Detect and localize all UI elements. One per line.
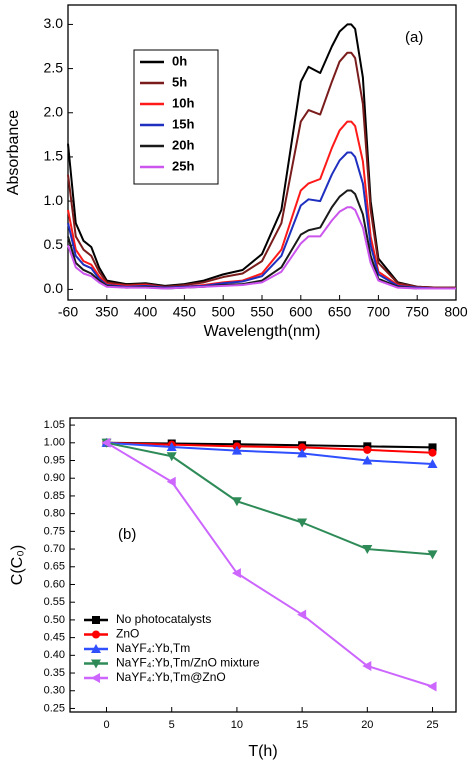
- y-tick-label: 0.55: [44, 596, 65, 608]
- marker: [362, 660, 372, 671]
- x-tick-label: 350: [95, 304, 119, 320]
- legend-label: 25h: [172, 158, 194, 173]
- series-line: [67, 206, 456, 290]
- legend-label: 20h: [172, 137, 194, 152]
- marker: [101, 437, 111, 448]
- plot-frame: [69, 417, 457, 713]
- series-line: [105, 441, 433, 688]
- marker: [297, 609, 307, 620]
- series-line: [67, 120, 456, 290]
- y-tick-label: 0.95: [44, 454, 65, 466]
- x-tick-label: 25: [426, 719, 438, 731]
- marker: [166, 452, 177, 462]
- series-line: [106, 441, 433, 466]
- x-tick-label: 500: [212, 304, 236, 320]
- y-tick-label: 0.35: [44, 667, 65, 679]
- legend-label: NaYF₄:Yb,Tm/ZnO mixture: [116, 656, 260, 670]
- y-tick-label: 0.60: [44, 578, 65, 590]
- marker: [362, 455, 373, 465]
- series-line: [106, 441, 433, 556]
- y-tick-label: 0.70: [44, 543, 65, 555]
- y-tick-label: 0.30: [44, 685, 65, 697]
- x-tick-label: 700: [367, 304, 391, 320]
- marker: [231, 497, 242, 507]
- marker: [427, 459, 438, 469]
- x-tick-label: 800: [444, 304, 468, 320]
- x-tick-label: 0: [103, 719, 109, 731]
- y-tick-label: 2.0: [44, 103, 64, 119]
- y-tick-label: 2.5: [44, 59, 64, 75]
- marker: [91, 673, 100, 683]
- y-axis-label: C(C₀): [9, 545, 26, 585]
- x-tick-label: -60: [58, 304, 78, 320]
- marker: [166, 442, 177, 452]
- marker: [91, 644, 101, 653]
- marker: [231, 568, 241, 579]
- y-tick-label: 0.85: [44, 490, 65, 502]
- plot-frame: [67, 4, 457, 301]
- y-tick-label: 0.50: [44, 614, 65, 626]
- y-tick-label: 0.45: [44, 632, 65, 644]
- annotation: (a): [405, 29, 423, 46]
- x-axis-label: Wavelength(nm): [204, 323, 321, 340]
- marker: [231, 445, 242, 455]
- series-line: [67, 23, 456, 289]
- marker: [427, 681, 437, 692]
- legend-label: 15h: [172, 116, 194, 131]
- y-tick-label: 0.65: [44, 561, 65, 573]
- y-tick-label: 0.40: [44, 649, 65, 661]
- marker: [298, 443, 307, 452]
- subplot: 0 5 10 15 20 25 0.25 0.30 0.35 0.40 0.45 0.50 0.55 0.…: [9, 417, 457, 760]
- x-axis-label: T(h): [248, 743, 277, 760]
- marker: [297, 448, 308, 458]
- x-tick-label: 750: [406, 304, 430, 320]
- marker: [297, 518, 308, 528]
- x-tick-label: 650: [328, 304, 352, 320]
- marker: [92, 616, 100, 624]
- series-line: [67, 151, 456, 290]
- marker: [427, 550, 438, 560]
- annotation: (b): [118, 526, 136, 543]
- series-line: [106, 441, 433, 454]
- y-tick-label: 0.25: [44, 702, 65, 714]
- x-tick-label: 20: [361, 719, 373, 731]
- y-tick-label: 0.80: [44, 508, 65, 520]
- y-tick-label: 1.5: [44, 148, 64, 164]
- y-tick-label: 1.00: [44, 437, 65, 449]
- legend-label: NaYF₄:Yb,Tm@ZnO: [116, 670, 226, 684]
- x-tick-label: 450: [173, 304, 197, 320]
- marker: [166, 476, 176, 487]
- legend-label: 0h: [172, 53, 187, 68]
- legend-box: [133, 49, 219, 185]
- subplot: -60 350 400 450 500 550 600 650 700 750 800 0.0 0.5 1…: [5, 4, 468, 340]
- y-tick-label: 0.0: [44, 280, 64, 296]
- y-tick-label: 1.0: [44, 192, 64, 208]
- y-tick-label: 0.75: [44, 525, 65, 537]
- marker: [91, 659, 101, 669]
- legend-label: 5h: [172, 74, 187, 89]
- marker: [428, 443, 437, 452]
- legend-label: 10h: [172, 95, 194, 110]
- x-tick-label: 10: [231, 719, 243, 731]
- marker: [362, 545, 373, 555]
- y-axis-label: Absorbance: [5, 110, 22, 195]
- x-tick-label: 550: [250, 304, 274, 320]
- series-line: [67, 51, 456, 289]
- x-tick-label: 15: [296, 719, 308, 731]
- y-tick-label: 1.05: [44, 419, 65, 431]
- legend-label: No photocatalysts: [116, 612, 211, 626]
- x-tick-label: 400: [134, 304, 158, 320]
- marker: [428, 448, 437, 457]
- y-tick-label: 0.90: [44, 472, 65, 484]
- x-tick-label: 5: [169, 719, 175, 731]
- y-tick-label: 0.5: [44, 236, 64, 252]
- legend-label: NaYF₄:Yb,Tm: [116, 641, 190, 655]
- x-tick-label: 600: [289, 304, 313, 320]
- marker: [363, 445, 372, 454]
- marker: [92, 630, 100, 639]
- legend-label: ZnO: [116, 627, 139, 641]
- y-tick-label: 3.0: [44, 15, 64, 31]
